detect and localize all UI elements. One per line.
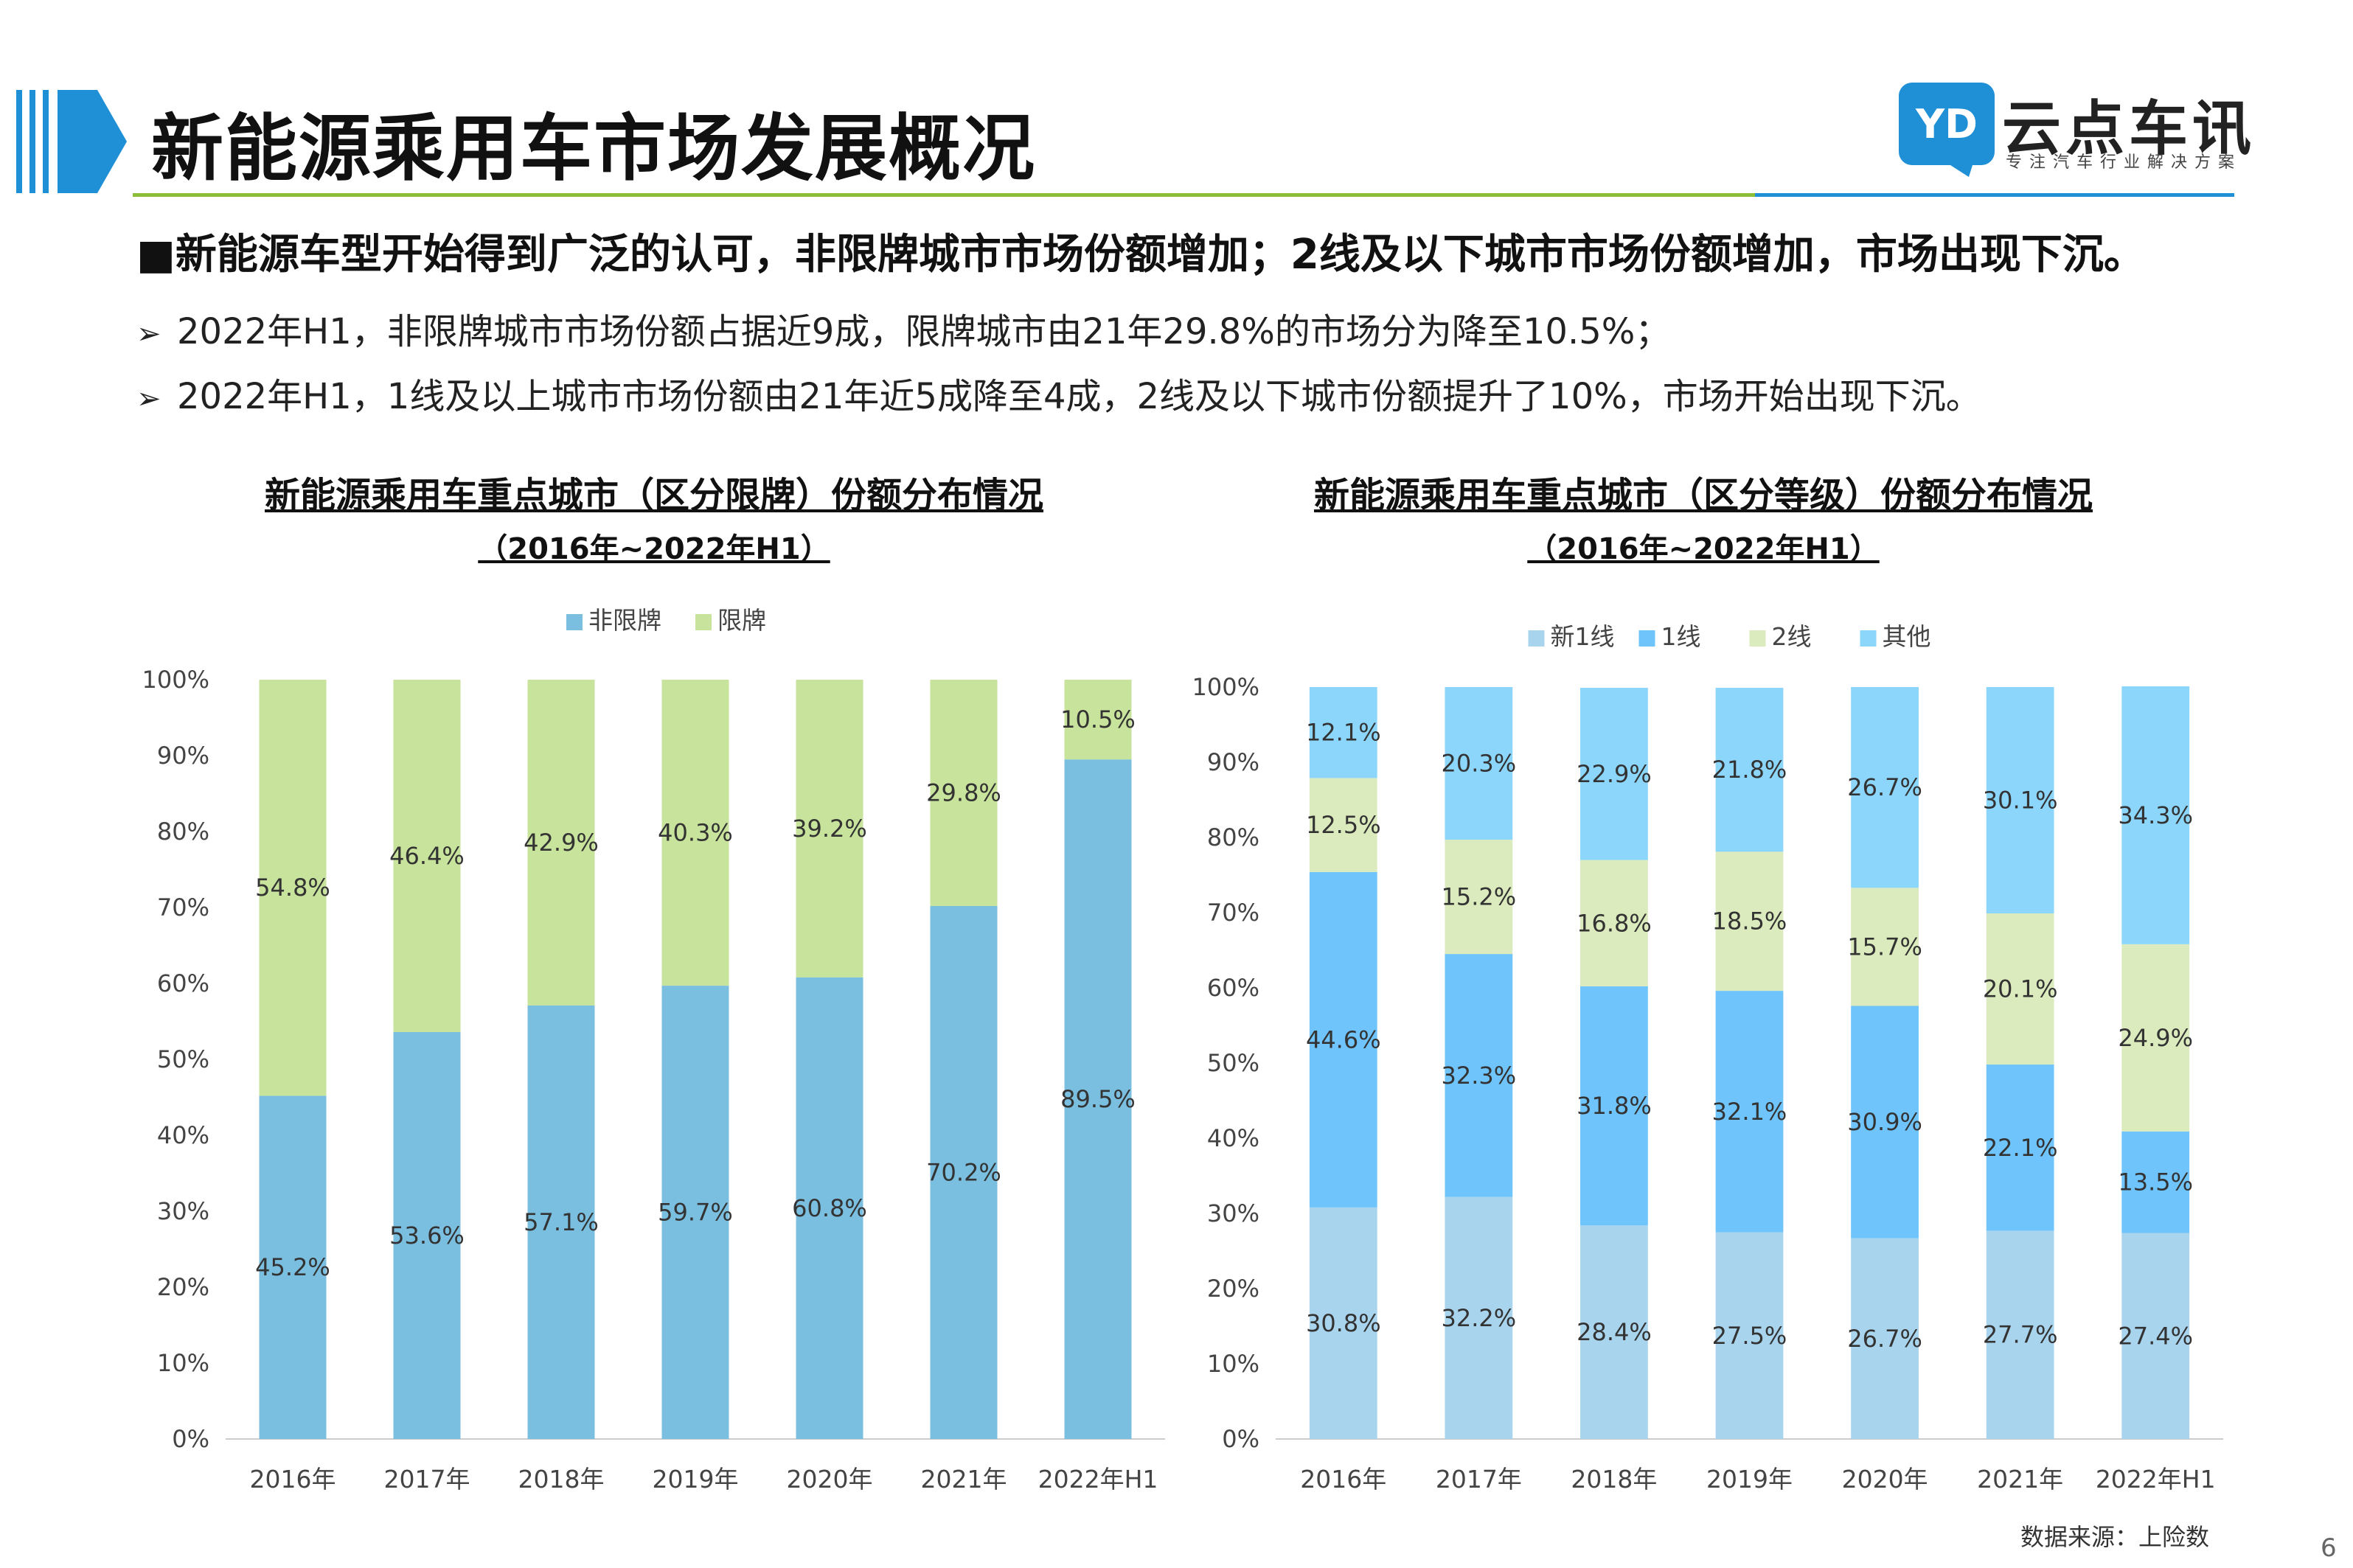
data-label: 12.1% <box>1306 719 1381 747</box>
data-label: 24.9% <box>2118 1024 2193 1052</box>
y-tick-label: 40% <box>1207 1124 1259 1152</box>
x-tick-label: 2018年 <box>1571 1465 1657 1494</box>
data-label: 34.3% <box>2118 801 2193 829</box>
data-label: 13.5% <box>2118 1168 2193 1196</box>
legend-label: 2线 <box>1772 622 1812 651</box>
data-label: 26.7% <box>1847 773 1922 801</box>
data-label: 15.7% <box>1847 933 1922 961</box>
legend-label: 新1线 <box>1551 622 1615 651</box>
legend-label: 1线 <box>1661 622 1701 651</box>
data-label: 22.9% <box>1577 760 1652 788</box>
y-tick-label: 0% <box>1222 1425 1259 1453</box>
y-tick-label: 20% <box>1207 1275 1259 1303</box>
data-label: 18.5% <box>1712 907 1787 935</box>
data-label: 27.7% <box>1983 1321 2058 1349</box>
y-tick-label: 60% <box>1207 974 1259 1002</box>
y-tick-label: 70% <box>1207 899 1259 927</box>
legend-swatch <box>1639 630 1655 647</box>
y-tick-label: 100% <box>1192 673 1259 701</box>
data-label: 12.5% <box>1306 811 1381 839</box>
data-label: 30.1% <box>1983 787 2058 815</box>
data-label: 44.6% <box>1306 1025 1381 1053</box>
x-tick-label: 2021年 <box>1977 1465 2063 1494</box>
y-tick-label: 30% <box>1207 1199 1259 1227</box>
legend-swatch <box>1750 630 1766 647</box>
y-tick-label: 80% <box>1207 823 1259 851</box>
data-label: 27.4% <box>2118 1322 2193 1350</box>
data-label: 15.2% <box>1442 883 1517 911</box>
y-tick-label: 50% <box>1207 1049 1259 1077</box>
x-tick-label: 2020年 <box>1842 1465 1928 1494</box>
x-tick-label: 2019年 <box>1706 1465 1793 1494</box>
data-label: 32.1% <box>1712 1098 1787 1126</box>
data-label: 27.5% <box>1712 1322 1787 1350</box>
data-label: 21.8% <box>1712 756 1787 784</box>
data-source: 数据来源：上险数 <box>2020 1519 2209 1553</box>
data-label: 30.9% <box>1847 1108 1922 1136</box>
page-number: 6 <box>2321 1533 2337 1563</box>
data-label: 31.8% <box>1577 1092 1652 1120</box>
x-tick-label: 2016年 <box>1300 1465 1386 1494</box>
data-label: 20.3% <box>1442 750 1517 778</box>
y-tick-label: 90% <box>1207 748 1259 776</box>
data-label: 20.1% <box>1983 975 2058 1003</box>
legend-swatch <box>1860 630 1877 647</box>
data-label: 28.4% <box>1577 1318 1652 1346</box>
data-label: 16.8% <box>1577 909 1652 937</box>
legend-swatch <box>1529 630 1545 647</box>
data-label: 22.1% <box>1983 1134 2058 1162</box>
x-tick-label: 2017年 <box>1436 1465 1522 1494</box>
data-label: 26.7% <box>1847 1325 1922 1353</box>
chart-right: 0% 10% 20% 30% 40% 50% 60% 70% 80% 90% 100% 30.8% 44… <box>0 0 2353 1568</box>
legend-label: 其他 <box>1883 622 1931 651</box>
data-label: 32.2% <box>1442 1304 1517 1332</box>
x-tick-label: 2022年H1 <box>2096 1465 2216 1494</box>
y-tick-label: 10% <box>1207 1350 1259 1378</box>
data-label: 30.8% <box>1306 1309 1381 1337</box>
data-label: 32.3% <box>1442 1062 1517 1090</box>
